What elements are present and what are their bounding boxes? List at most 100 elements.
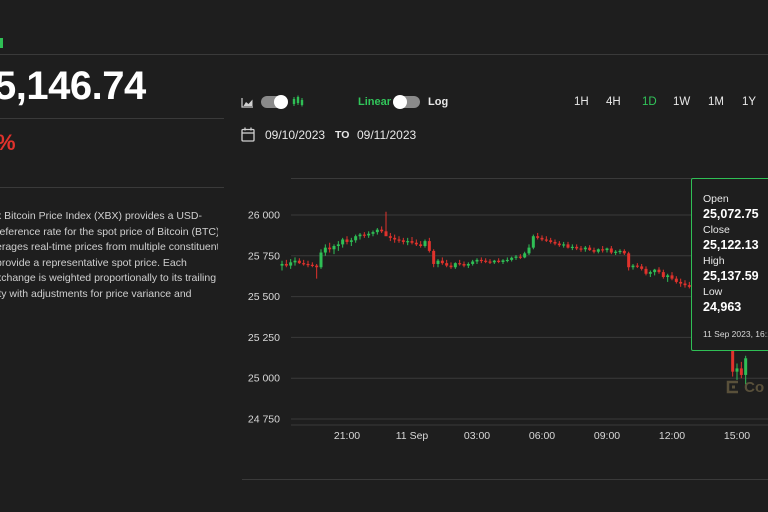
candle-body [458, 263, 462, 265]
candle-body [462, 263, 466, 266]
candle-body [570, 246, 574, 249]
candle-body [445, 263, 449, 266]
linear-scale-label[interactable]: Linear [358, 96, 392, 108]
candle-body [549, 240, 553, 242]
candle-body [354, 236, 358, 241]
description-line: reference rate for the spot price of Bit… [0, 225, 218, 238]
candle-body [362, 234, 366, 236]
tooltip-close-value: 25,122.13 [703, 238, 759, 252]
x-tick-label: 21:00 [334, 430, 360, 442]
y-tick-label: 24 750 [248, 414, 280, 426]
range-1h-button[interactable]: 1H [574, 96, 589, 108]
candle-body [739, 368, 743, 375]
candle-body [380, 229, 384, 232]
candle-body [579, 248, 583, 250]
candle-body [475, 259, 479, 262]
candle-body [328, 247, 332, 250]
range-1w-button[interactable]: 1W [673, 96, 691, 108]
candle-body [575, 246, 579, 249]
candle-body [562, 244, 566, 246]
log-scale-label[interactable]: Log [428, 96, 449, 108]
date-from[interactable]: 09/10/2023 [265, 128, 326, 142]
range-4h-button[interactable]: 4H [606, 96, 621, 108]
candle-body [531, 236, 535, 248]
candle-body [735, 368, 739, 372]
description-line: provide a representative spot price. Eac… [0, 256, 187, 269]
current-price: 5,146.74 [0, 64, 146, 108]
candle-body [323, 247, 327, 253]
candle-body [661, 272, 665, 278]
ohlc-tooltip: Open 25,072.75 Close 25,122.13 High 25,1… [691, 178, 768, 351]
price-chart[interactable]: 26 000 25 750 25 500 25 250 25 000 24 750 21:… [240, 178, 768, 448]
x-tick-label: 06:00 [529, 430, 555, 442]
candle-body [540, 237, 544, 240]
candle-body [367, 233, 371, 236]
candle-body [484, 260, 488, 262]
range-1y-button[interactable]: 1Y [742, 96, 757, 108]
candle-body [514, 256, 518, 258]
candle-body [436, 260, 440, 264]
candle-body [666, 275, 670, 278]
candle-body [501, 260, 505, 263]
candle-body [631, 265, 635, 268]
candlestick-chart-icon[interactable] [292, 94, 304, 107]
tooltip-datetime: 11 Sep 2023, 16:1 [703, 329, 768, 339]
candle-body [289, 262, 293, 266]
scale-toggle[interactable] [393, 95, 420, 109]
candle-body [592, 250, 596, 252]
tooltip-open-value: 25,072.75 [703, 207, 759, 221]
description-line: x Bitcoin Price Index (XBX) provides a U… [0, 210, 202, 222]
candle-body [492, 260, 496, 263]
candle-body [622, 250, 626, 254]
candle-body [332, 246, 336, 250]
range-1m-button[interactable]: 1M [708, 96, 724, 108]
y-tick-label: 25 750 [248, 250, 280, 262]
candle-body [453, 263, 457, 268]
candle-body [315, 265, 319, 268]
candle-body [523, 253, 527, 258]
candle-body [488, 261, 492, 263]
y-tick-label: 25 000 [248, 373, 280, 385]
candle-body [497, 260, 501, 263]
candle-body [674, 278, 678, 282]
candle-body [471, 261, 475, 264]
candle-body [614, 251, 618, 253]
candle-body [306, 263, 310, 266]
description-line: erages real-time prices from multiple co… [0, 241, 218, 253]
brand-watermark: Co [726, 379, 764, 396]
tooltip-low-label: Low [703, 286, 723, 298]
y-tick-label: 25 250 [248, 332, 280, 344]
candle-body [341, 239, 345, 245]
candle-body [687, 285, 691, 287]
candle-body [406, 241, 410, 243]
candle-body [744, 358, 748, 375]
candle-body [544, 239, 548, 241]
change-divider [0, 187, 224, 188]
candle-body [410, 241, 414, 243]
candle-body [605, 248, 609, 251]
candle-body [427, 241, 431, 251]
candle-body [319, 252, 323, 268]
candle-body [310, 264, 314, 266]
candle-body [423, 241, 427, 247]
candle-body [397, 239, 401, 241]
area-chart-icon[interactable] [241, 95, 254, 108]
chart-type-toggle[interactable] [261, 95, 288, 109]
calendar-icon[interactable] [241, 127, 255, 142]
candle-body [627, 253, 631, 268]
candle-body [527, 247, 531, 254]
candle-body [640, 266, 644, 269]
date-to[interactable]: 09/11/2023 [357, 128, 417, 142]
range-1d-button[interactable]: 1D [642, 96, 657, 108]
candle-body [518, 256, 522, 258]
tooltip-high-label: High [703, 255, 725, 267]
candle-body [683, 283, 687, 286]
brand-logo-icon [726, 380, 738, 394]
candle-body [557, 243, 561, 246]
candle-body [419, 244, 423, 247]
candle-body [414, 242, 418, 245]
candle-body [297, 260, 301, 264]
candle-body [596, 249, 600, 252]
candle-body [670, 275, 674, 279]
candle-body [566, 244, 570, 248]
